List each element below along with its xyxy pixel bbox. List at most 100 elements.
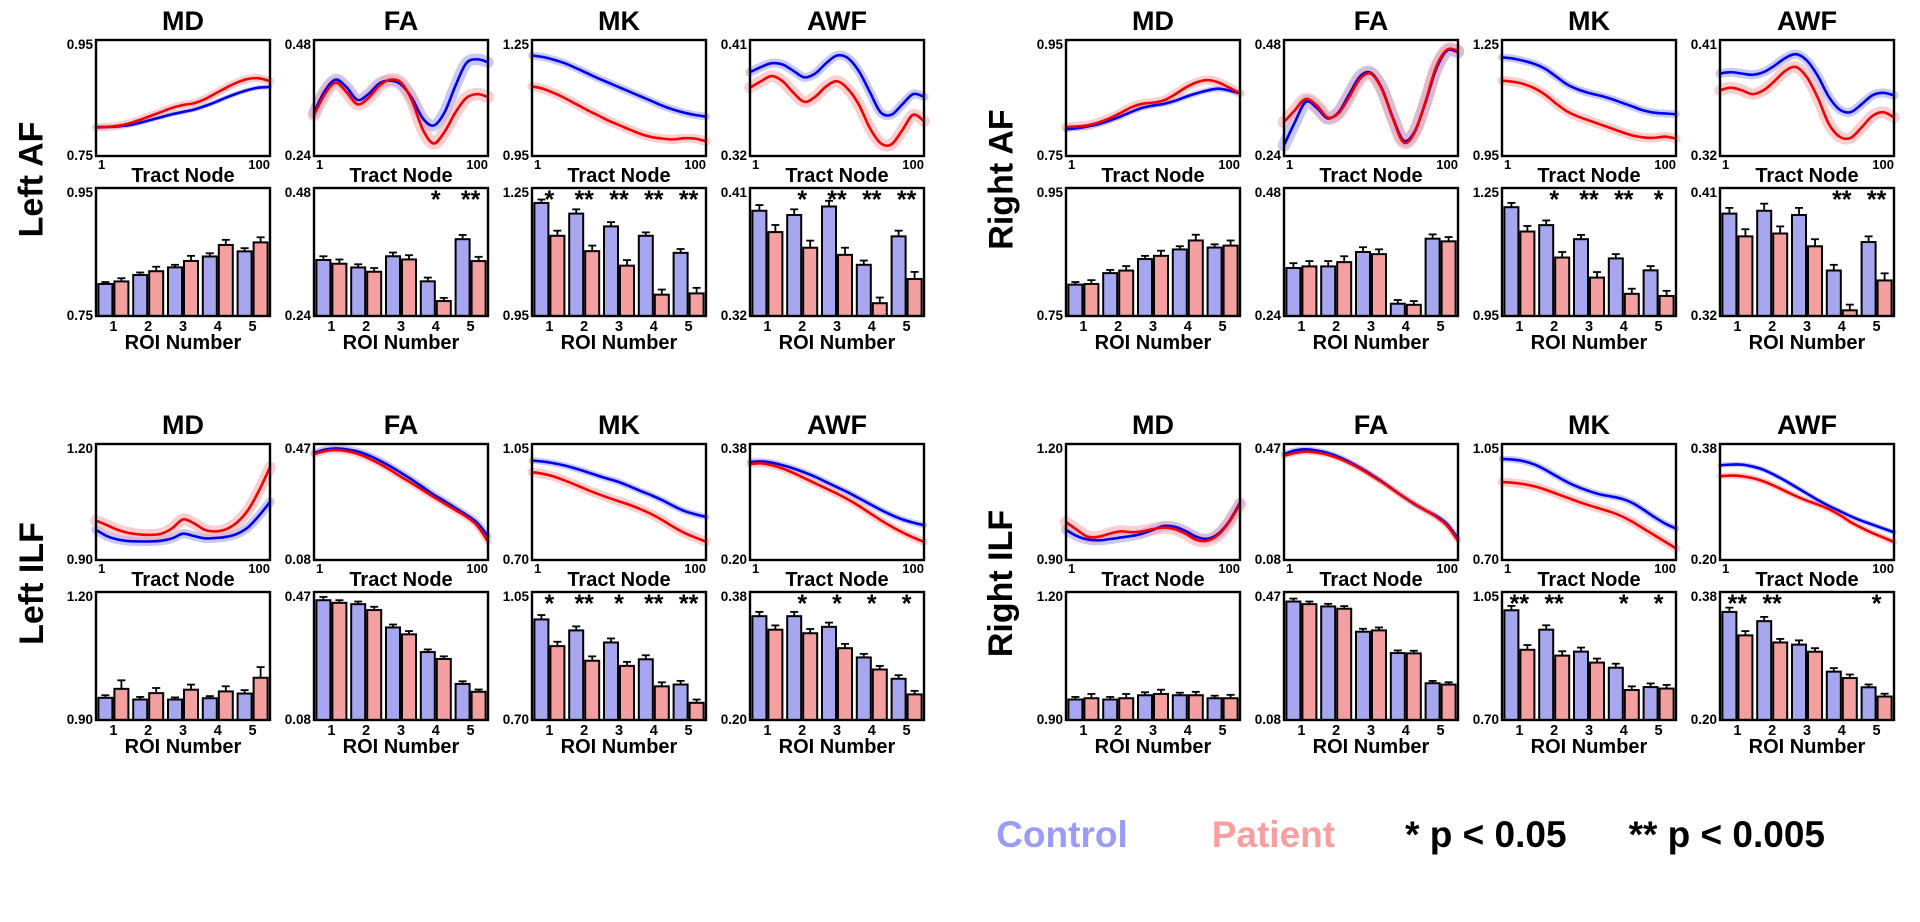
- control-line: [1719, 463, 1895, 534]
- roi-tick: 4: [1838, 319, 1846, 335]
- plot-frame: [1064, 38, 1242, 158]
- control-bar: [1825, 269, 1842, 318]
- legend: Control Patient * p < 0.05 ** p < 0.005: [0, 814, 1920, 856]
- patient-bar: [183, 688, 199, 721]
- control-bar: [890, 235, 907, 318]
- plot-frame: [748, 590, 926, 722]
- bar-chart-mk: * 1 ** 2 ** 3 ** 4 ** 5 1.25 0.95 ROI Number: [503, 185, 708, 352]
- control-bar: [1285, 600, 1302, 721]
- roi-tick: 3: [833, 723, 841, 739]
- patient-bar: [1153, 254, 1169, 317]
- metric-column-awf: AWF 0.38 0.20 1 100 Tract Node 1 * 2 * 3 * 4 * 5 0.38 0.…: [712, 410, 930, 756]
- control-bar: [419, 280, 436, 318]
- legend-sig-p005-label: ** p < 0.005: [1628, 814, 1825, 855]
- patient-bar: [1841, 677, 1858, 721]
- roi-tick: 3: [615, 319, 623, 335]
- bar-chart-md: 1 2 3 4 5 1.20 0.90 ROI Number: [1037, 589, 1242, 756]
- y-min-tick: 0.08: [285, 552, 312, 567]
- control-bar: [1721, 610, 1738, 722]
- roi-tick: 5: [685, 723, 693, 739]
- patient-line: [531, 470, 707, 543]
- roi-tick: 1: [327, 319, 335, 335]
- patient-bar: [401, 258, 417, 317]
- y-max-tick: 0.41: [1691, 185, 1718, 200]
- tract-label: Left ILF: [6, 410, 58, 756]
- patient-bar: [619, 664, 635, 721]
- control-bar: [385, 255, 401, 318]
- quadrant-right-af: Right AF MD 0.95 0.75 1 100 Tract Node 1 2 3 4 5 0.9…: [976, 6, 1900, 352]
- plot-frame: [530, 590, 708, 722]
- plot-frame: [1500, 590, 1678, 722]
- metric-column-mk: MK 1.25 0.95 1 100 Tract Node * 1 ** 2 ** 3 ** 4 ** 5 1.…: [494, 6, 712, 352]
- control-bar: [201, 255, 218, 318]
- control-bar: [1355, 630, 1371, 721]
- x-start-tick: 1: [1504, 561, 1511, 576]
- line-chart-awf: 0.38 0.20 1 100 Tract Node: [721, 441, 928, 588]
- y-max-tick: 1.25: [503, 37, 530, 52]
- line-x-axis-label: Tract Node: [1101, 569, 1204, 588]
- patient-bar: [549, 645, 566, 721]
- plot-frame: [312, 590, 490, 722]
- metric-column-mk: MK 1.05 0.70 1 100 Tract Node ** 1 ** 2 3 * 4 * 5 1.05 0…: [1464, 410, 1682, 756]
- metric-title: MD: [1132, 6, 1174, 36]
- patient-bar: [653, 685, 670, 721]
- x-start-tick: 1: [98, 157, 105, 172]
- line-x-axis-label: Tract Node: [1101, 165, 1204, 184]
- control-bar: [419, 651, 436, 721]
- y-max-tick: 0.95: [67, 37, 94, 52]
- control-bar: [786, 615, 803, 721]
- roi-tick: 1: [327, 723, 335, 739]
- control-bar: [315, 259, 332, 317]
- control-bar: [1860, 241, 1877, 318]
- bar-chart-mk: ** 1 ** 2 3 * 4 * 5 1.05 0.70 ROI Number: [1473, 589, 1678, 756]
- quadrant-left-af: Left AF MD 0.95 0.75 1 100 Tract Node 1 2 3 4 5 0.95…: [6, 6, 930, 352]
- y-min-tick: 0.70: [503, 712, 529, 727]
- y-max-tick: 0.38: [721, 589, 748, 604]
- patient-line: [1719, 474, 1895, 544]
- roi-tick: 1: [1079, 319, 1087, 335]
- bar-x-axis-label: ROI Number: [779, 332, 896, 352]
- significance-star: **: [827, 186, 847, 214]
- control-line: [1719, 52, 1895, 114]
- plot-frame: [312, 38, 490, 158]
- control-bar: [167, 698, 183, 721]
- significance-star: *: [545, 590, 555, 618]
- bar-x-axis-label: ROI Number: [343, 332, 460, 352]
- control-bar: [637, 658, 654, 721]
- plot-frame: [1064, 186, 1242, 318]
- plot-frame: [530, 186, 708, 318]
- patient-line: [531, 85, 707, 143]
- control-bar: [97, 696, 114, 721]
- x-start-tick: 1: [316, 157, 323, 172]
- patient-bar: [1187, 239, 1204, 317]
- bar-chart-fa: 1 2 3 4 5 0.47 0.08 ROI Number: [285, 589, 490, 756]
- line-x-axis-label: Tract Node: [1319, 569, 1422, 588]
- patient-line: [1501, 480, 1677, 550]
- line-x-axis-label: Tract Node: [567, 165, 670, 184]
- x-end-tick: 100: [1872, 561, 1894, 576]
- control-bar: [672, 251, 689, 317]
- y-max-tick: 0.95: [1037, 37, 1064, 52]
- roi-tick: 3: [1367, 723, 1375, 739]
- y-min-tick: 0.08: [285, 712, 312, 727]
- control-bar: [1389, 652, 1406, 721]
- bar-x-axis-label: ROI Number: [1313, 332, 1430, 352]
- control-line: [749, 460, 925, 527]
- roi-tick: 5: [903, 319, 911, 335]
- tract-label: Right AF: [976, 6, 1028, 352]
- control-bar: [1389, 302, 1406, 317]
- plot-frame: [748, 38, 926, 158]
- y-max-tick: 1.20: [1037, 441, 1063, 456]
- y-min-tick: 0.75: [1037, 308, 1064, 323]
- patient-line: [95, 76, 271, 129]
- patient-bar: [148, 692, 165, 722]
- significance-star: **: [1510, 590, 1530, 618]
- y-min-tick: 0.70: [1473, 712, 1499, 727]
- y-max-tick: 1.20: [67, 589, 93, 604]
- y-min-tick: 0.20: [721, 552, 747, 567]
- control-bar: [568, 629, 585, 721]
- roi-tick: 5: [249, 319, 257, 335]
- significance-star: *: [431, 186, 441, 214]
- y-min-tick: 0.75: [67, 308, 94, 323]
- metric-title: MD: [162, 410, 204, 440]
